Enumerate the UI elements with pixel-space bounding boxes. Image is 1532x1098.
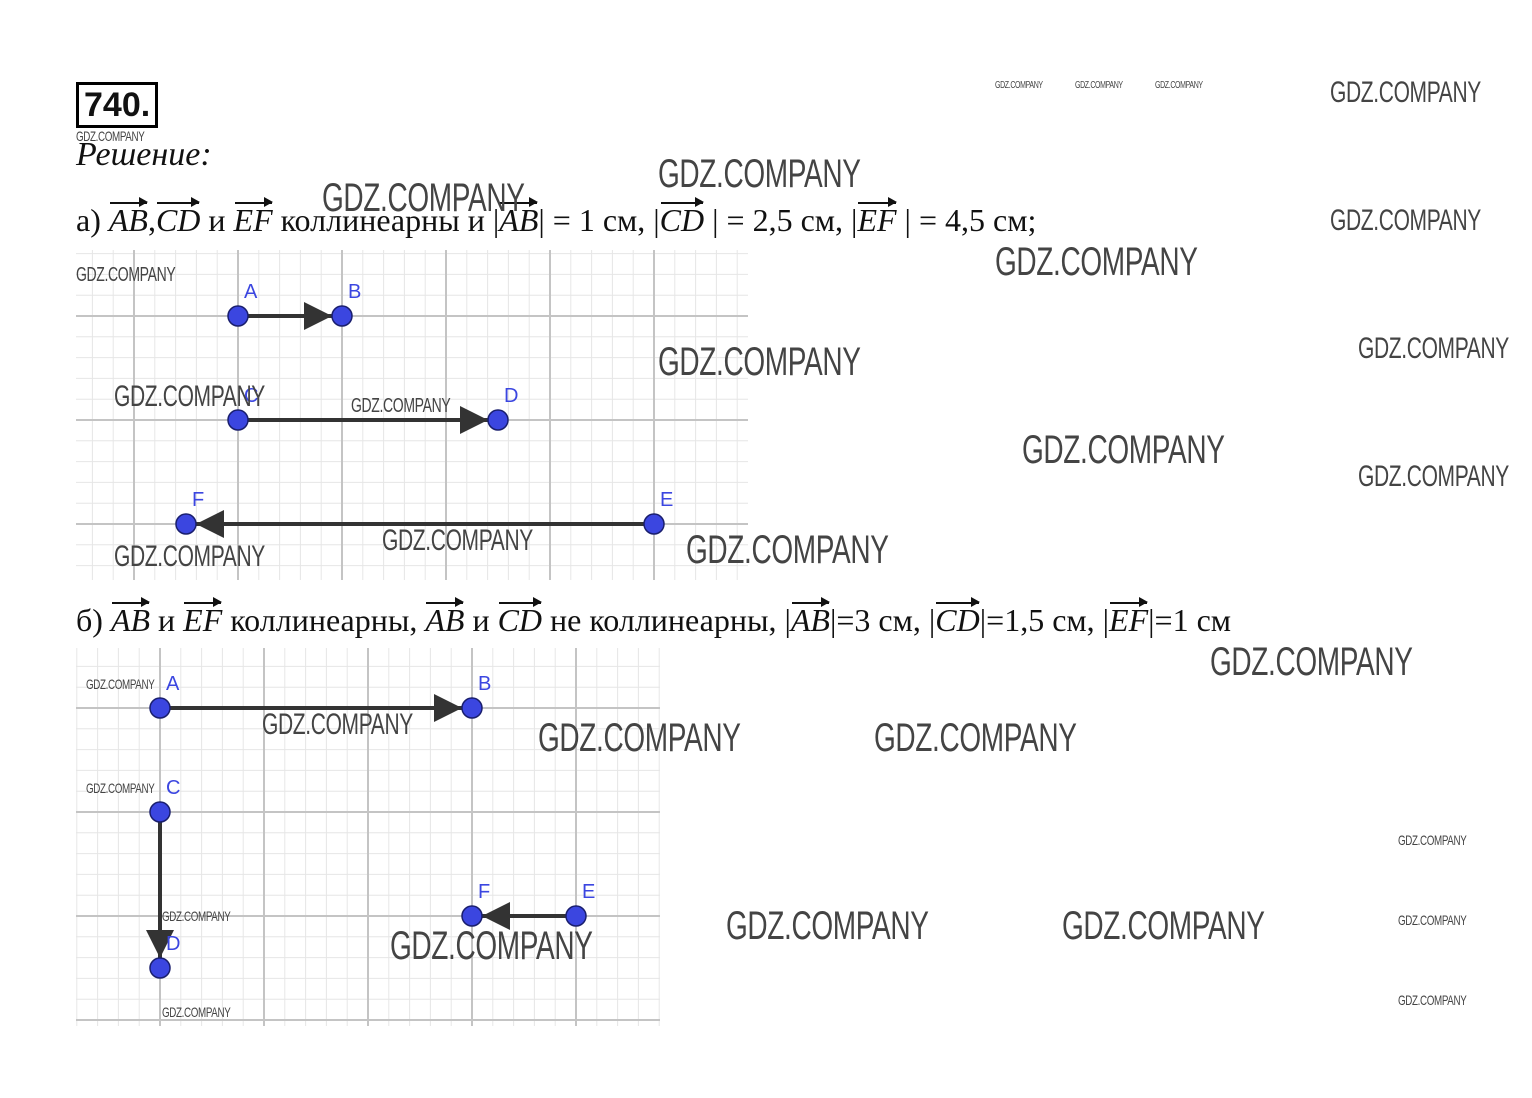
watermark: GDZ.COMPANY [1330, 76, 1481, 109]
watermark: GDZ.COMPANY [658, 152, 861, 196]
watermark: GDZ.COMPANY [162, 908, 231, 924]
watermark: GDZ.COMPANY [658, 340, 861, 384]
vector-ef-length: EF [1109, 597, 1149, 638]
watermark: GDZ.COMPANY [726, 904, 929, 948]
figure-b-canvas: A B C D E F [76, 648, 660, 1026]
vector-ab: AB [108, 197, 149, 238]
task-b-label: б) [76, 602, 103, 638]
vector-ef-length: EF [857, 197, 897, 238]
problem-number: 740. [76, 82, 159, 128]
point-a [149, 697, 171, 719]
conjunction: и [158, 602, 176, 638]
point-label-c: C [166, 777, 180, 799]
figure-a-canvas: A B C D E F [76, 250, 748, 580]
watermark: GDZ.COMPANY [1358, 332, 1509, 365]
point-label-a: A [244, 281, 258, 303]
watermark: GDZ.COMPANY [114, 380, 265, 413]
watermark: GDZ.COMPANY [114, 540, 265, 573]
watermark: GDZ.COMPANY [262, 708, 413, 741]
watermark: GDZ.COMPANY [1398, 832, 1467, 848]
watermark: GDZ.COMPANY [538, 716, 741, 760]
point-label-b: B [348, 281, 361, 303]
watermark: GDZ.COMPANY [76, 264, 176, 286]
watermark: GDZ.COMPANY [1398, 992, 1467, 1008]
watermark: GDZ.COMPANY [995, 240, 1198, 284]
watermark: GDZ.COMPANY [390, 924, 593, 968]
figure-b-grid: A B C D E F [76, 648, 660, 1026]
figure-a-grid: A B C D E F [76, 250, 748, 580]
point-label-f: F [478, 881, 490, 903]
watermark: GDZ.COMPANY [1075, 80, 1123, 91]
point-d [149, 957, 171, 979]
watermark: GDZ.COMPANY [86, 676, 155, 692]
watermark: GDZ.COMPANY [76, 128, 145, 144]
task-b-statement: б) AB и EF коллинеарны, AB и CD не колли… [76, 597, 1232, 640]
point-label-d: D [504, 385, 518, 407]
point-label-b: B [478, 673, 491, 695]
task-a-label: а) [76, 202, 101, 238]
watermark: GDZ.COMPANY [1210, 640, 1413, 684]
separator: , [147, 202, 156, 238]
watermark: GDZ.COMPANY [686, 528, 889, 572]
vector-ab-length: AB [790, 597, 831, 638]
statement-text: не коллинеарны, | [550, 602, 791, 638]
solution-title: Решение: [76, 136, 212, 173]
statement-text: | = 1 см, | [538, 202, 660, 238]
watermark: GDZ.COMPANY [1155, 80, 1203, 91]
watermark: GDZ.COMPANY [322, 176, 525, 220]
vector-ab-length: AB [499, 197, 539, 238]
watermark: GDZ.COMPANY [1358, 460, 1509, 493]
watermark: GDZ.COMPANY [1398, 912, 1467, 928]
watermark: GDZ.COMPANY [1062, 904, 1265, 948]
point-e [643, 513, 665, 535]
point-d [487, 409, 509, 431]
statement-text: |=1 см [1148, 602, 1232, 638]
point-f [461, 905, 483, 927]
statement-text: |=3 см, | [829, 602, 936, 638]
conjunction: и [472, 602, 490, 638]
point-f [175, 513, 197, 535]
point-b [331, 305, 353, 327]
watermark: GDZ.COMPANY [995, 80, 1043, 91]
point-label-f: F [192, 489, 204, 511]
vector-cd-length: CD [935, 597, 981, 638]
watermark: GDZ.COMPANY [1330, 204, 1481, 237]
point-c [149, 801, 171, 823]
vector-ab: AB [110, 597, 151, 638]
statement-text: | = 4,5 см; [896, 202, 1037, 238]
watermark: GDZ.COMPANY [382, 524, 533, 557]
statement-text: коллинеарны и | [280, 202, 500, 238]
watermark: GDZ.COMPANY [86, 780, 155, 796]
watermark: GDZ.COMPANY [162, 1004, 231, 1020]
vector-ab: AB [425, 597, 465, 638]
point-c [227, 409, 249, 431]
point-label-e: E [660, 489, 673, 511]
conjunction: и [208, 202, 226, 238]
point-label-d: D [166, 933, 180, 955]
watermark: GDZ.COMPANY [1022, 428, 1225, 472]
statement-text: | = 2,5 см, | [704, 202, 858, 238]
point-e [565, 905, 587, 927]
point-a [227, 305, 249, 327]
watermark: GDZ.COMPANY [874, 716, 1077, 760]
point-label-e: E [582, 881, 595, 903]
vector-cd: CD [155, 197, 201, 238]
point-label-a: A [166, 673, 180, 695]
point-b [461, 697, 483, 719]
watermark: GDZ.COMPANY [351, 395, 451, 417]
statement-text: коллинеарны, [230, 602, 418, 638]
vector-ef: EF [183, 597, 223, 638]
vector-cd-length: CD [659, 197, 705, 238]
point-label-c: C [244, 385, 258, 407]
task-a-statement: а) AB,CD и EF коллинеарны и |AB| = 1 см,… [76, 197, 1037, 240]
statement-text: |=1,5 см, | [979, 602, 1110, 638]
vector-cd: CD [497, 597, 543, 638]
vector-ef: EF [233, 197, 273, 238]
